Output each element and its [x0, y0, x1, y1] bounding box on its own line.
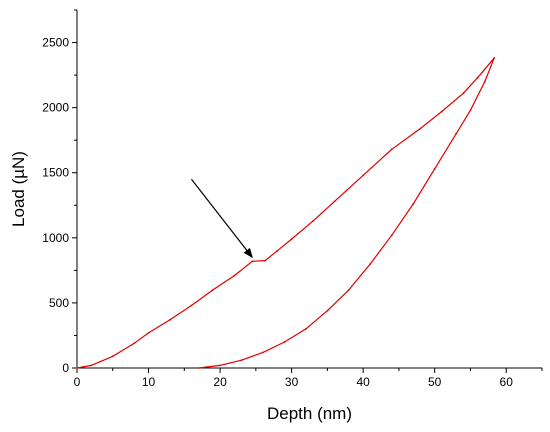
data-point-loading: [362, 174, 365, 177]
data-point-loading: [390, 148, 393, 151]
data-point-loading: [190, 304, 193, 307]
data-point-unloading: [347, 288, 350, 291]
data-point-unloading: [240, 359, 243, 362]
data-point-unloading: [390, 234, 393, 237]
data-point-unloading: [433, 167, 436, 170]
data-point-unloading: [469, 109, 472, 112]
data-point-loading: [333, 200, 336, 203]
series-line-unloading: [198, 57, 495, 369]
data-point-unloading: [493, 57, 495, 60]
data-point-unloading: [369, 262, 372, 265]
data-point-loading: [76, 367, 78, 369]
y-tick-label: 2000: [42, 101, 69, 115]
annotations: [190, 178, 253, 259]
data-point-loading: [133, 342, 136, 345]
data-point-loading: [440, 110, 443, 113]
data-point-loading: [276, 249, 279, 252]
y-tick-label: 2500: [42, 36, 69, 50]
x-tick-label: 10: [142, 375, 156, 389]
x-tick-label: 60: [500, 375, 514, 389]
data-point-loading: [111, 355, 114, 358]
data-point-unloading: [412, 203, 415, 205]
data-point-unloading: [283, 341, 286, 343]
data-point-loading: [90, 364, 93, 367]
data-point-loading: [264, 259, 267, 262]
y-tick-label: 500: [49, 296, 69, 310]
y-tick-label: 0: [62, 361, 69, 375]
y-tick-label: 1500: [42, 166, 69, 180]
series-line-loading: [76, 57, 495, 369]
data-point-unloading: [305, 328, 307, 330]
x-tick-label: 0: [74, 375, 81, 389]
data-point-loading: [312, 219, 314, 222]
x-tick-label: 50: [428, 375, 442, 389]
x-tick-label: 40: [356, 375, 370, 389]
series: [76, 57, 495, 369]
y-axis-label: Load (µN): [9, 151, 28, 227]
x-axis-label: Depth (nm): [267, 404, 352, 423]
x-tick-label: 30: [285, 375, 299, 389]
data-point-loading: [290, 238, 293, 241]
data-point-unloading: [262, 351, 264, 354]
data-point-loading: [212, 288, 214, 291]
data-point-loading: [251, 260, 254, 263]
data-point-loading: [233, 274, 236, 277]
data-point-loading: [169, 318, 171, 321]
ticks: 0 10 20 30 40 50 60 0 500 1000 1500 2000 2500: [42, 9, 543, 389]
data-point-loading: [419, 127, 422, 130]
data-point-unloading: [483, 80, 486, 83]
axes: [76, 10, 542, 369]
y-tick-label: 1000: [42, 231, 69, 245]
data-point-unloading: [219, 364, 221, 367]
x-tick-label: 20: [213, 375, 227, 389]
data-point-loading: [476, 76, 479, 79]
data-point-loading: [462, 92, 465, 95]
data-point-unloading: [197, 367, 200, 369]
data-point-unloading: [326, 309, 329, 312]
annotation-arrow: [190, 178, 253, 259]
data-point-loading: [147, 331, 150, 334]
data-point-unloading: [455, 132, 458, 135]
